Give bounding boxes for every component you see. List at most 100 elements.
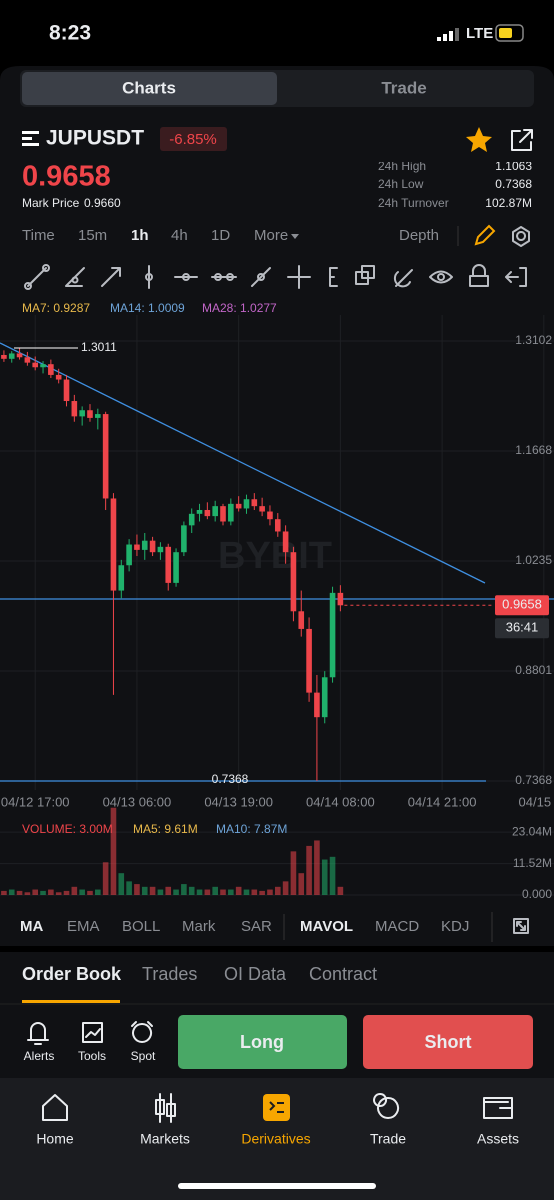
nav-label-active[interactable]: Derivatives: [241, 1131, 310, 1147]
y-tick-label: 0.8801: [515, 663, 552, 677]
spot-icon[interactable]: [131, 1021, 153, 1043]
tools-icon[interactable]: [82, 1022, 103, 1043]
depth[interactable]: Depth: [399, 227, 439, 244]
candle-body: [16, 353, 23, 358]
home-icon[interactable]: [42, 1094, 68, 1121]
indicator[interactable]: Mark: [182, 918, 216, 935]
favorite-icon[interactable]: [466, 127, 492, 152]
markets-icon[interactable]: [155, 1093, 176, 1123]
detail-tab[interactable]: Contract: [309, 964, 377, 984]
candle-body: [8, 353, 15, 359]
candle-body: [267, 511, 273, 520]
trade-icon[interactable]: [373, 1093, 400, 1119]
candle-body: [71, 401, 78, 417]
candle-body: [243, 499, 250, 509]
y-tick-label: 11.52M: [513, 856, 552, 870]
indicator[interactable]: MACD: [375, 918, 419, 935]
tool-label[interactable]: Tools: [78, 1049, 106, 1063]
share-icon[interactable]: [511, 129, 533, 151]
tab[interactable]: Trade: [381, 78, 426, 97]
interval[interactable]: 1D: [211, 227, 230, 244]
panel: [0, 66, 554, 1200]
tool-label[interactable]: Spot: [131, 1049, 156, 1063]
button-label[interactable]: Long: [240, 1032, 284, 1052]
volume-bar: [282, 881, 289, 895]
nav-label[interactable]: Home: [36, 1131, 74, 1147]
x-tick-label: 04/14 21:00: [408, 794, 477, 809]
tool-label[interactable]: Alerts: [24, 1049, 55, 1063]
candle-body: [228, 503, 234, 522]
draw-icon[interactable]: [474, 224, 496, 246]
volume-bar: [259, 890, 265, 895]
detail-tab-active[interactable]: Order Book: [22, 964, 122, 984]
signal: [437, 28, 459, 41]
volume-bar: [274, 886, 281, 895]
y-tick-label: 1.1668: [515, 443, 552, 457]
indicator[interactable]: KDJ: [441, 918, 469, 935]
stat-value: 102.87M: [485, 196, 532, 210]
tab[interactable]: Charts: [122, 78, 176, 97]
candle-body: [259, 506, 265, 512]
volume-bar: [337, 886, 344, 895]
volume-bar: [40, 890, 46, 895]
volume-bar: [16, 890, 23, 895]
detail-tab[interactable]: Trades: [142, 964, 197, 984]
indicator[interactable]: BOLL: [122, 918, 160, 935]
candle-body: [63, 379, 70, 402]
interval[interactable]: Time: [22, 227, 55, 244]
indicator-active[interactable]: MA: [20, 918, 43, 935]
annotation-label: 1.3011: [81, 340, 117, 354]
assets-icon[interactable]: [483, 1097, 513, 1119]
volume-bar: [306, 845, 312, 895]
y-tick-label: 1.3102: [515, 333, 552, 347]
candle-body: [251, 499, 258, 507]
alerts-icon[interactable]: [27, 1022, 49, 1045]
x-tick-label: 04/14 08:00: [306, 794, 375, 809]
indicator[interactable]: EMA: [67, 918, 100, 935]
detail-tab[interactable]: OI Data: [224, 964, 287, 984]
candle-body: [290, 552, 297, 612]
tool-icons[interactable]: [24, 264, 527, 290]
interval[interactable]: 4h: [171, 227, 188, 244]
long-button[interactable]: [178, 1015, 347, 1069]
volume-legend: VOLUME: 3.00M: [22, 822, 113, 836]
indicator-active[interactable]: MAVOL: [300, 918, 353, 935]
volume-bar: [87, 890, 93, 895]
nav-label[interactable]: Trade: [370, 1131, 406, 1147]
short-button[interactable]: [363, 1015, 533, 1069]
candle-body: [95, 414, 101, 418]
volume-bar: [251, 889, 258, 895]
candle-body: [220, 506, 226, 522]
interval-active[interactable]: 1h: [131, 227, 149, 244]
nav-label[interactable]: Assets: [477, 1131, 519, 1147]
x-tick-label: 04/12 17:00: [1, 794, 70, 809]
network: LTE: [466, 25, 493, 42]
nav-label[interactable]: Markets: [140, 1131, 190, 1147]
change: -6.85%: [169, 131, 217, 148]
candle-body: [79, 410, 85, 417]
candle-body: [329, 592, 336, 678]
interval[interactable]: 15m: [78, 227, 107, 244]
button-label[interactable]: Short: [425, 1032, 472, 1052]
volume-bar: [196, 889, 203, 895]
last-price: 0.9658: [22, 161, 111, 193]
expand-icon[interactable]: [513, 918, 529, 934]
candle-body: [173, 552, 179, 583]
annotation-label: 0.7368: [212, 772, 249, 786]
settings-icon[interactable]: [512, 226, 530, 247]
volume-bar: [181, 884, 187, 895]
menu-icon[interactable]: [22, 131, 39, 146]
interval[interactable]: More: [254, 227, 288, 244]
volume-bar: [110, 807, 117, 895]
volume-bar: [95, 889, 101, 895]
tab-active[interactable]: [22, 72, 277, 105]
symbol[interactable]: JUPUSDT: [46, 127, 144, 150]
indicator[interactable]: SAR: [241, 918, 272, 935]
candle-body: [314, 692, 320, 718]
derivatives-icon[interactable]: [263, 1094, 290, 1121]
candle-body: [196, 509, 203, 514]
candle-body: [165, 546, 172, 583]
volume-bar: [290, 851, 297, 895]
